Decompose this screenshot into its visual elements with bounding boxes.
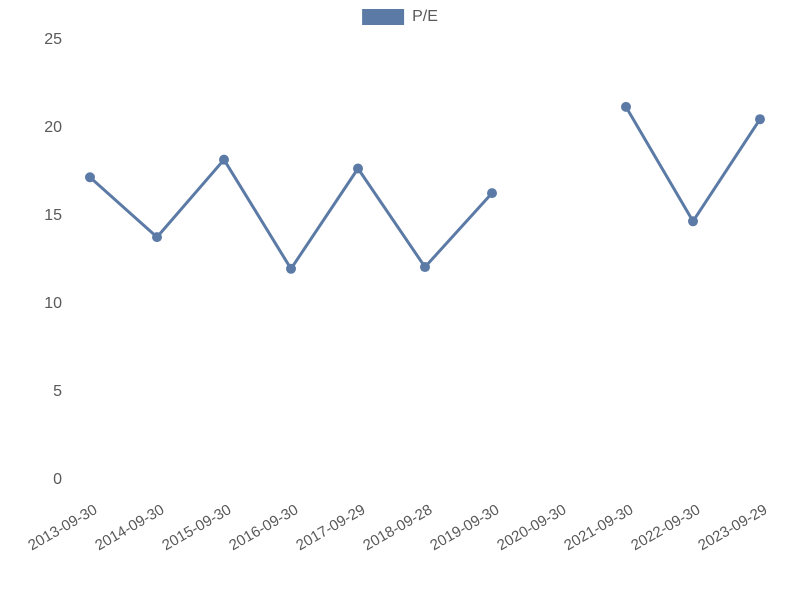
data-point — [152, 232, 162, 242]
series-line — [90, 160, 492, 269]
data-point — [621, 102, 631, 112]
data-point — [755, 114, 765, 124]
series-line — [626, 107, 760, 221]
data-point — [487, 188, 497, 198]
data-point — [353, 163, 363, 173]
data-point — [688, 216, 698, 226]
data-point — [420, 262, 430, 272]
plot-area — [0, 0, 800, 600]
pe-line-chart: P/E 0510152025 2013-09-302014-09-302015-… — [0, 0, 800, 600]
data-point — [85, 172, 95, 182]
data-point — [219, 155, 229, 165]
data-point — [286, 264, 296, 274]
